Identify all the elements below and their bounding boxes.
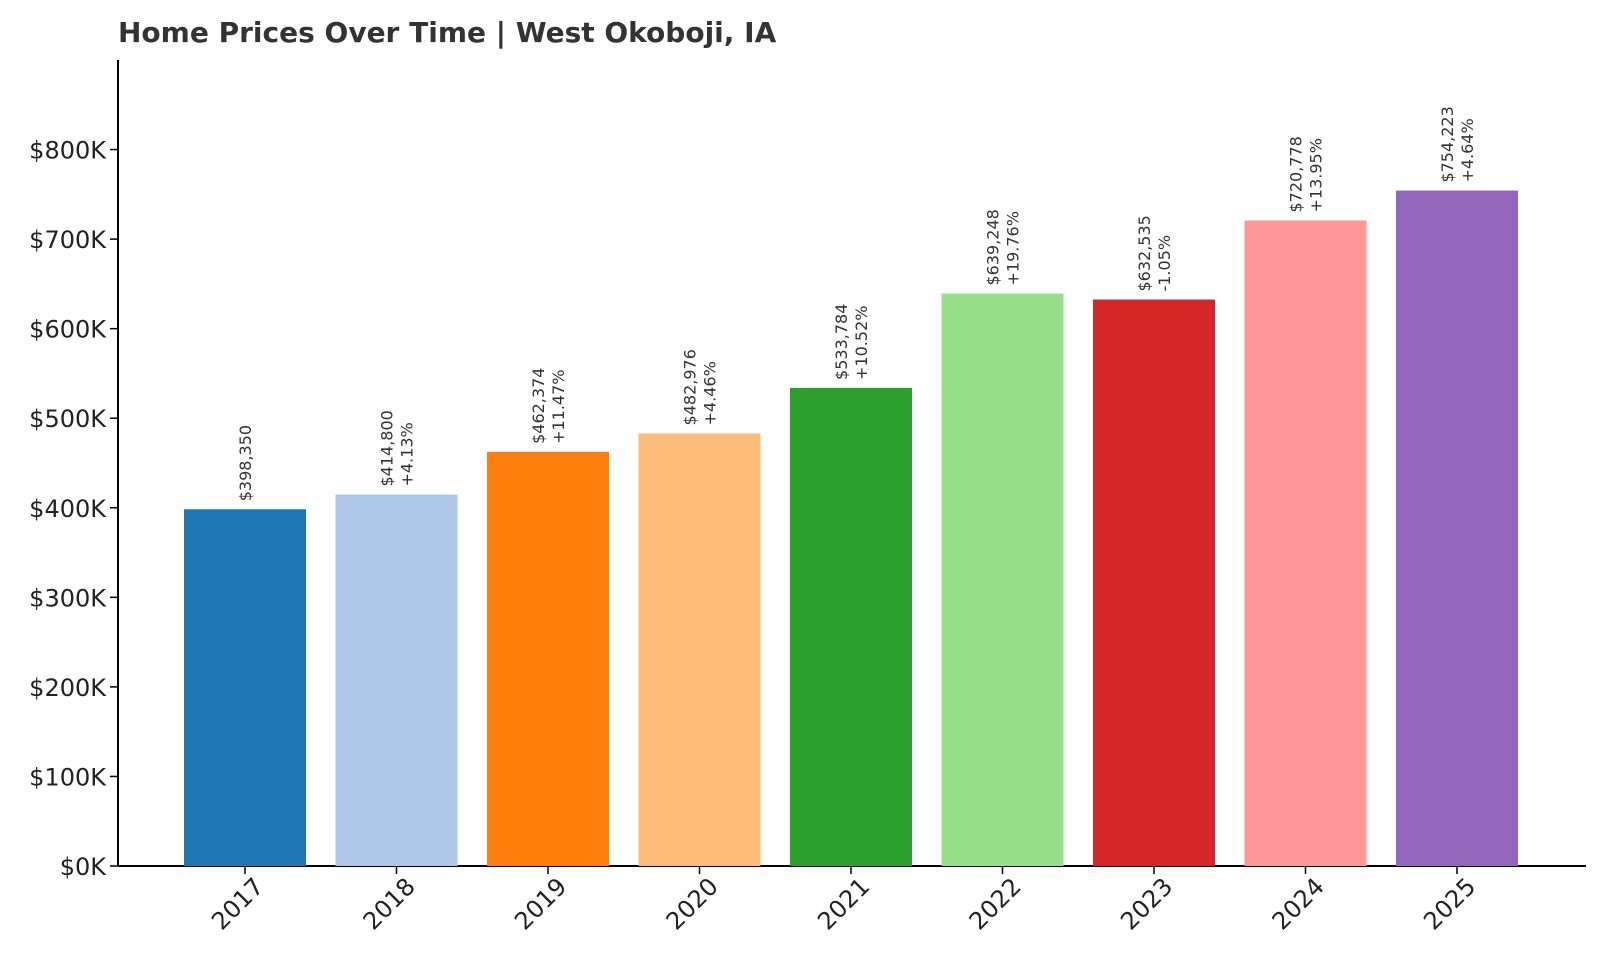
bar-value-label: $414,800 — [378, 410, 397, 486]
y-tick-label: $700K — [29, 226, 107, 254]
x-tick-label: 2024 — [1267, 872, 1330, 935]
x-tick-label: 2018 — [358, 872, 421, 935]
bar-2024 — [1244, 220, 1367, 867]
bar-change-label: +4.64% — [1458, 118, 1477, 182]
x-tick-label: 2023 — [1115, 872, 1178, 935]
chart-title: Home Prices Over Time | West Okoboji, IA — [118, 16, 777, 49]
bar-change-label: +11.47% — [549, 369, 568, 443]
bar-value-label: $720,778 — [1287, 136, 1306, 212]
x-axis: 2017 2018 2019 2020 2021 2022 2023 2024 2025 — [118, 865, 1586, 935]
y-tick-label: $800K — [29, 137, 107, 165]
bar-2018 — [335, 494, 458, 866]
bar-2019 — [487, 451, 609, 866]
y-tick-label: $0K — [60, 853, 108, 881]
bar-2017 — [184, 509, 306, 866]
bar-2020 — [638, 433, 761, 866]
bar-value-label: $632,535 — [1135, 215, 1154, 291]
bar-2025 — [1396, 190, 1518, 867]
bar-2023 — [1093, 299, 1215, 866]
x-tick-label: 2017 — [206, 872, 269, 935]
bars — [184, 190, 1518, 867]
bar-2022 — [941, 293, 1064, 866]
bar-change-label: +13.95% — [1307, 138, 1326, 212]
bar-labels: $398,350 $414,800 +4.13% $462,374 +11.47% $48… — [236, 106, 1477, 501]
x-tick-label: 2019 — [509, 872, 572, 935]
bar-change-label: +4.46% — [701, 361, 720, 425]
x-tick-label: 2022 — [964, 872, 1027, 935]
bar-value-label: $533,784 — [832, 304, 851, 380]
bar-change-label: +4.13% — [398, 422, 417, 486]
bar-value-label: $398,350 — [236, 425, 255, 501]
y-tick-label: $500K — [29, 405, 107, 433]
x-tick-label: 2020 — [661, 872, 724, 935]
bar-value-label: $639,248 — [984, 209, 1003, 285]
bar-change-label: +19.76% — [1004, 211, 1023, 285]
bar-value-label: $462,374 — [529, 368, 548, 444]
y-tick-label: $200K — [29, 674, 107, 702]
y-axis: $0K $100K $200K $300K $400K $500K $600K $700K $8… — [29, 60, 119, 881]
bar-change-label: +10.52% — [852, 306, 871, 380]
y-tick-label: $400K — [29, 495, 107, 523]
bar-2021 — [790, 387, 912, 866]
y-tick-label: $100K — [29, 763, 107, 791]
bar-value-label: $754,223 — [1438, 106, 1457, 182]
x-tick-label: 2025 — [1418, 872, 1481, 935]
x-tick-label: 2021 — [812, 872, 875, 935]
bar-value-label: $482,976 — [681, 349, 700, 425]
y-tick-label: $300K — [29, 584, 107, 612]
bar-change-label: -1.05% — [1155, 235, 1174, 292]
y-tick-label: $600K — [29, 316, 107, 344]
